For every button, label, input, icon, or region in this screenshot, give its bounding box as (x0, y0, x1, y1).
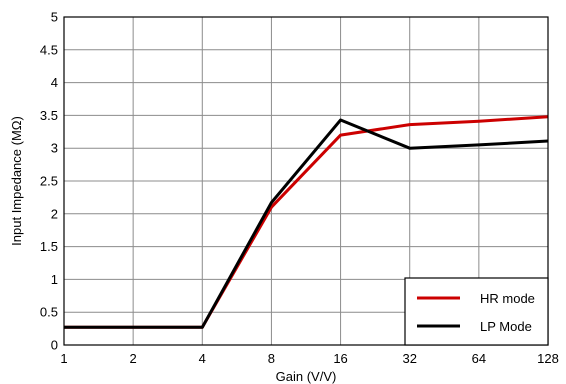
y-tick-label: 1.5 (40, 239, 58, 254)
x-tick-label: 32 (402, 351, 416, 366)
y-tick-label: 2 (51, 206, 58, 221)
legend-label: LP Mode (480, 319, 532, 334)
y-tick-label: 4 (51, 75, 58, 90)
y-tick-label: 0.5 (40, 305, 58, 320)
y-tick-label: 0 (51, 338, 58, 353)
x-tick-label: 2 (130, 351, 137, 366)
plot-frame (63, 16, 549, 346)
x-axis-title: Gain (V/V) (276, 369, 337, 384)
y-tick-label: 4.5 (40, 42, 58, 57)
series-line-lp-mode (64, 118, 549, 329)
x-tick-labels: 1 2 4 8 16 32 64 128 (60, 351, 558, 366)
x-tick-label: 4 (199, 351, 206, 366)
x-tick-label: 1 (60, 351, 67, 366)
series-layer (64, 115, 549, 329)
legend-label: HR mode (480, 291, 535, 306)
y-tick-label: 1 (51, 272, 58, 287)
y-tick-label: 2.5 (40, 174, 58, 189)
y-tick-labels: 0 0.5 1 1.5 2 2.5 3 3.5 4 4.5 5 (40, 10, 58, 353)
x-tick-label: 64 (472, 351, 486, 366)
y-tick-label: 3.5 (40, 108, 58, 123)
x-tick-label: 16 (333, 351, 347, 366)
x-tick-label: 8 (268, 351, 275, 366)
legend: HR mode LP Mode (404, 277, 549, 346)
y-tick-label: 5 (51, 10, 58, 25)
y-tick-label: 3 (51, 141, 58, 156)
y-axis-title: Input Impedance (MΩ) (9, 116, 24, 246)
legend-box (404, 277, 549, 346)
x-tick-label: 128 (537, 351, 559, 366)
